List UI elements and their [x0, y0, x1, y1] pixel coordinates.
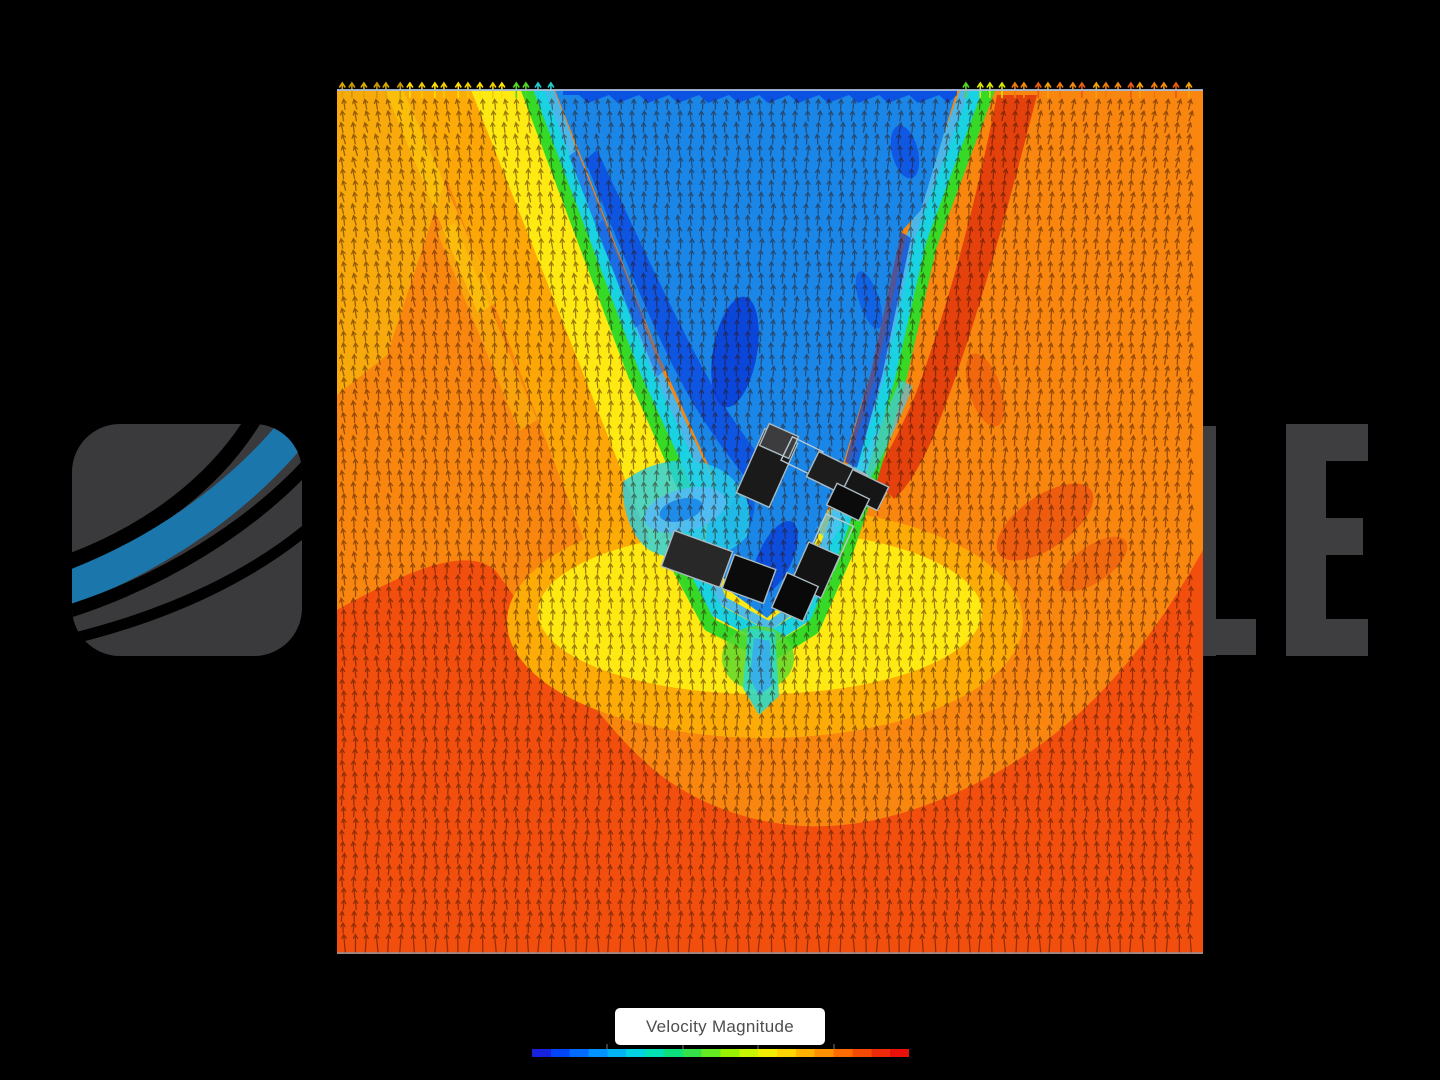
velocity-field [337, 81, 1203, 954]
colorbar [532, 1044, 909, 1057]
legend-title: Velocity Magnitude [645, 1016, 795, 1036]
simscale-logo-icon [72, 424, 302, 656]
domain-bottom-edge [337, 952, 1203, 954]
colorbar-gradient [532, 1049, 909, 1057]
colorbar-tick [757, 1044, 760, 1049]
building-obstacles [660, 422, 890, 623]
colorbar-tick [681, 1044, 684, 1049]
wake-top-zigzag [563, 90, 957, 103]
colorbar-tick [832, 1044, 835, 1049]
colorbar-tick [606, 1044, 609, 1049]
legend-title-box: Velocity Magnitude [615, 1008, 825, 1045]
contour-layers [337, 90, 1203, 954]
domain-top-edge [337, 89, 1203, 91]
